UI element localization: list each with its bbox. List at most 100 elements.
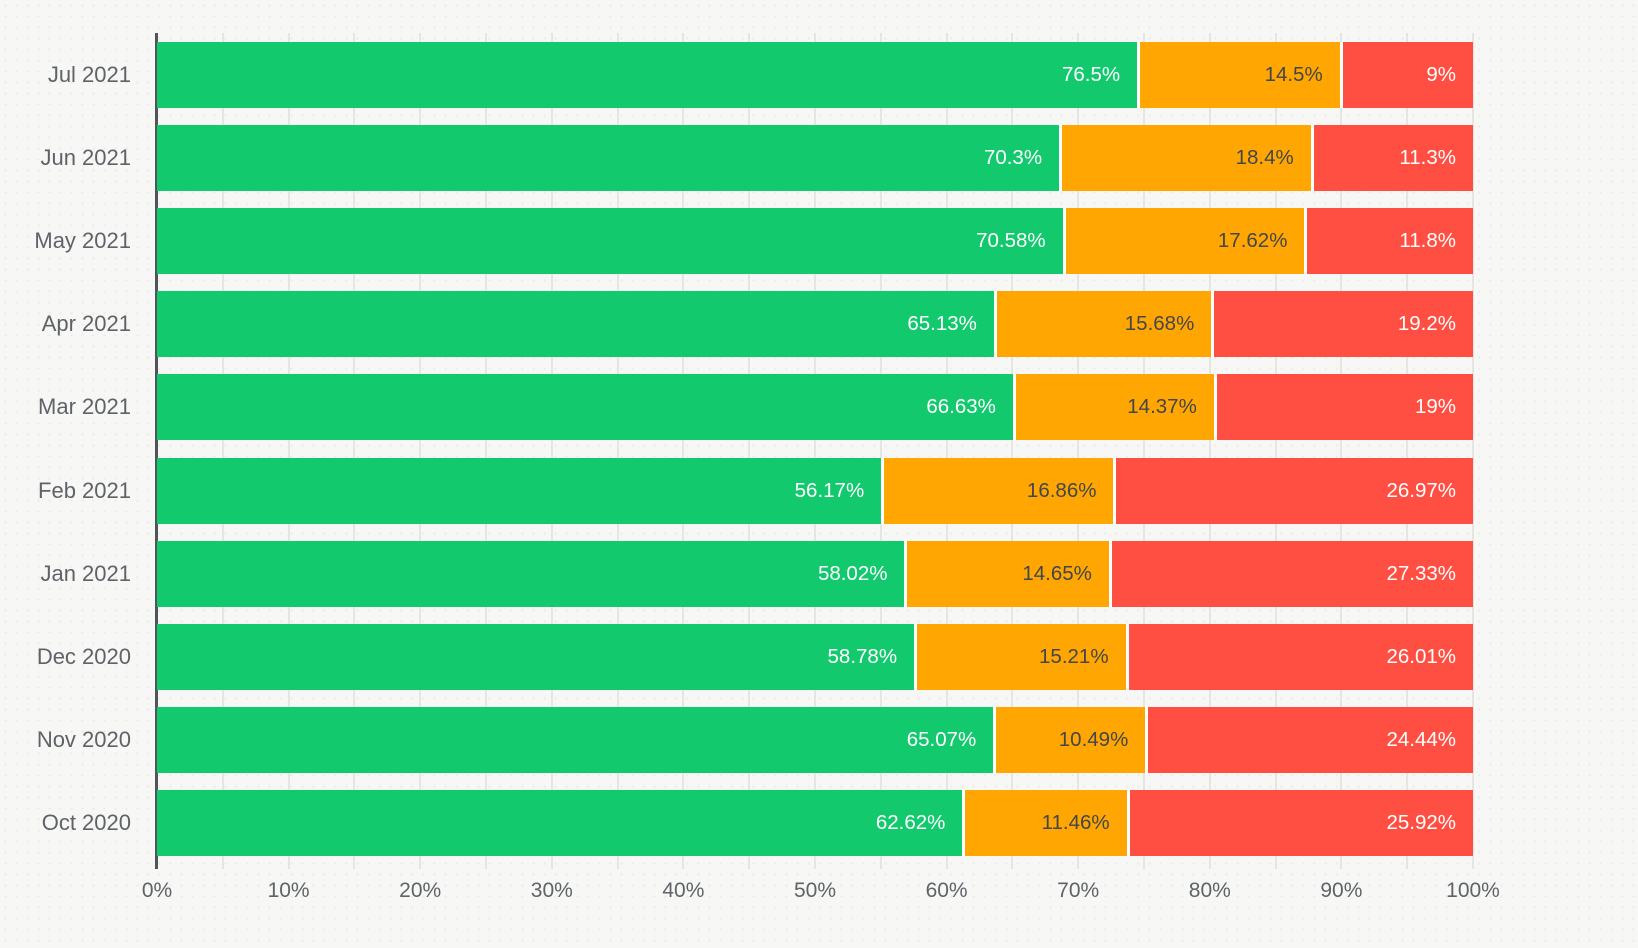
bar-row: 70.58% 17.62% 11.8% xyxy=(157,199,1473,282)
gridline xyxy=(419,33,422,869)
segment-value-label: 58.02% xyxy=(817,561,888,585)
bar-segment-red[interactable]: 26.01% xyxy=(1125,623,1474,690)
bar-segment-orange[interactable]: 10.49% xyxy=(993,707,1146,774)
x-tick-label: 50% xyxy=(793,879,837,902)
gridline xyxy=(945,33,948,869)
segment-value-label: 15.21% xyxy=(1039,644,1109,668)
bar-segment-green[interactable]: 56.17% xyxy=(157,457,882,524)
y-axis-line xyxy=(155,33,158,869)
bar-segment-red[interactable]: 27.33% xyxy=(1108,540,1473,607)
x-tick-label: 30% xyxy=(530,879,573,902)
bar-segment-orange[interactable]: 14.5% xyxy=(1137,41,1340,108)
segment-value-label: 65.07% xyxy=(906,728,977,752)
bar-segment-red[interactable]: 9% xyxy=(1339,41,1474,108)
segment-value-label: 17.62% xyxy=(1217,228,1288,252)
stacked-bar: 65.07% 10.49% 24.44% xyxy=(157,707,1473,774)
segment-value-label: 25.92% xyxy=(1386,811,1456,835)
bar-row: 58.78% 15.21% 26.01% xyxy=(157,615,1474,698)
x-tick-label: 60% xyxy=(925,879,968,902)
x-tick-label: 100% xyxy=(1446,879,1500,902)
segment-value-label: 10.49% xyxy=(1058,728,1129,752)
stacked-bar: 70.3% 18.4% 11.3% xyxy=(157,124,1473,191)
segment-value-label: 66.63% xyxy=(926,395,996,419)
bar-segment-green[interactable]: 62.62% xyxy=(157,790,963,857)
bar-segment-green[interactable]: 70.3% xyxy=(157,124,1060,191)
category-label: Jul 2021 xyxy=(47,61,131,87)
stacked-bar: 65.13% 15.68% 19.2% xyxy=(157,291,1473,358)
bar-segment-green[interactable]: 76.5% xyxy=(157,41,1138,108)
segment-value-label: 19% xyxy=(1414,395,1456,419)
bar-segment-green[interactable]: 58.78% xyxy=(157,623,915,690)
segment-value-label: 24.44% xyxy=(1386,728,1456,752)
bar-segment-orange[interactable]: 11.46% xyxy=(962,790,1127,857)
category-label: May 2021 xyxy=(34,227,131,253)
segment-value-label: 11.8% xyxy=(1399,228,1456,252)
bar-segment-red[interactable]: 26.97% xyxy=(1113,457,1473,524)
segment-value-label: 14.65% xyxy=(1022,561,1092,585)
bar-segment-green[interactable]: 58.02% xyxy=(157,540,905,607)
x-tick-label: 0% xyxy=(141,879,173,902)
gridlines xyxy=(157,33,1474,869)
segment-value-label: 9% xyxy=(1426,62,1457,86)
segment-value-label: 14.37% xyxy=(1127,395,1197,419)
bar-segment-orange[interactable]: 15.21% xyxy=(914,623,1126,690)
bar-segment-orange[interactable]: 16.86% xyxy=(881,457,1114,524)
gridline xyxy=(616,33,619,869)
category-label: Oct 2020 xyxy=(41,810,131,836)
bar-segment-red[interactable]: 19.2% xyxy=(1211,291,1473,358)
x-tick-label: 90% xyxy=(1320,879,1363,902)
segment-value-label: 70.58% xyxy=(976,228,1046,252)
segment-value-label: 11.3% xyxy=(1399,145,1456,169)
bar-row: 65.13% 15.68% 19.2% xyxy=(157,283,1473,366)
x-tick-label: 10% xyxy=(267,879,310,902)
bar-segment-green[interactable]: 65.07% xyxy=(157,707,994,774)
bar-row: 58.02% 14.65% 27.33% xyxy=(157,532,1473,615)
bar-segment-red[interactable]: 24.44% xyxy=(1145,707,1473,774)
gridline xyxy=(748,33,751,869)
bar-segment-orange[interactable]: 14.65% xyxy=(904,540,1109,607)
category-label: Jun 2021 xyxy=(40,144,131,170)
bar-segment-red[interactable]: 11.8% xyxy=(1304,207,1473,274)
bar-segment-red[interactable]: 19% xyxy=(1213,374,1473,441)
gridline xyxy=(1208,33,1211,869)
gridline xyxy=(353,33,356,869)
segment-value-label: 76.5% xyxy=(1062,62,1121,86)
gridline xyxy=(1472,33,1474,869)
bar-segment-orange[interactable]: 17.62% xyxy=(1062,207,1305,274)
x-tick-label: 80% xyxy=(1188,879,1231,902)
bar-segment-green[interactable]: 65.13% xyxy=(157,291,994,358)
stacked-bar: 58.02% 14.65% 27.33% xyxy=(157,540,1473,607)
bar-segment-orange[interactable]: 15.68% xyxy=(993,291,1212,358)
gridline xyxy=(221,33,224,869)
category-label: Apr 2021 xyxy=(41,311,131,337)
segment-value-label: 15.68% xyxy=(1124,312,1195,336)
segment-value-label: 16.86% xyxy=(1026,478,1097,502)
bar-row: 76.5% 14.5% 9% xyxy=(157,33,1474,116)
segment-value-label: 19.2% xyxy=(1397,312,1456,336)
gridline xyxy=(1143,33,1145,869)
bar-segment-green[interactable]: 66.63% xyxy=(157,374,1013,441)
bar-segment-orange[interactable]: 18.4% xyxy=(1059,124,1311,191)
category-label: Dec 2020 xyxy=(36,643,131,669)
stacked-bar: 58.78% 15.21% 26.01% xyxy=(157,623,1474,690)
stacked-bar: 76.5% 14.5% 9% xyxy=(157,41,1474,108)
bar-segment-green[interactable]: 70.58% xyxy=(157,207,1063,274)
bar-segment-red[interactable]: 25.92% xyxy=(1126,790,1473,857)
bar-row: 56.17% 16.86% 26.97% xyxy=(157,449,1473,532)
category-label: Mar 2021 xyxy=(38,394,131,420)
bar-row: 65.07% 10.49% 24.44% xyxy=(157,699,1473,782)
segment-value-label: 14.5% xyxy=(1264,62,1323,86)
gridline xyxy=(1274,33,1277,869)
segment-value-label: 62.62% xyxy=(875,811,946,835)
bar-row: 66.63% 14.37% 19% xyxy=(157,366,1473,449)
bar-segment-red[interactable]: 11.3% xyxy=(1310,124,1473,191)
gridline xyxy=(1340,33,1343,869)
gridline xyxy=(1406,33,1409,869)
category-label: Feb 2021 xyxy=(38,477,131,503)
bar-segment-orange[interactable]: 14.37% xyxy=(1012,374,1214,441)
stacked-bar: 66.63% 14.37% 19% xyxy=(157,374,1473,441)
gridline xyxy=(1077,33,1080,869)
segment-value-label: 58.78% xyxy=(827,644,898,668)
segment-value-label: 26.97% xyxy=(1386,478,1456,502)
